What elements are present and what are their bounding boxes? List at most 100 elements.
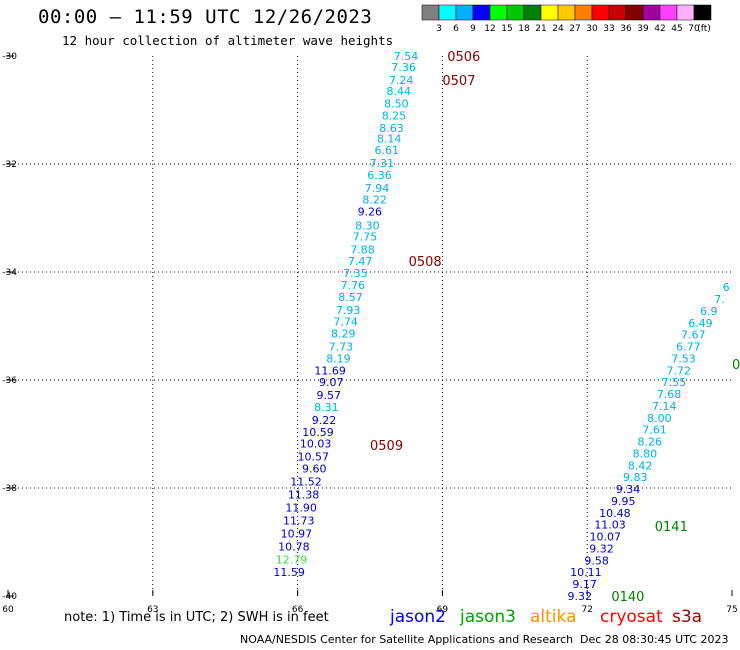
swh-value: 8.19 bbox=[326, 352, 351, 365]
swh-value: 8.30 bbox=[355, 220, 380, 233]
colorbar-swatch bbox=[693, 4, 712, 21]
lon-tick-label: 60 bbox=[2, 605, 14, 615]
colorbar-swatch bbox=[438, 4, 457, 21]
swh-value: 7.35 bbox=[343, 267, 368, 280]
time-label: 0509 bbox=[370, 439, 403, 454]
swh-value: 9.34 bbox=[616, 483, 641, 496]
swh-value: 9.58 bbox=[584, 554, 609, 567]
swh-value: 7.54 bbox=[394, 50, 419, 63]
swh-value: 7.61 bbox=[642, 424, 667, 437]
page-subtitle: 12 hour collection of altimeter wave hei… bbox=[62, 33, 394, 48]
swh-value: 6.61 bbox=[374, 144, 399, 157]
swh-value: 10.48 bbox=[599, 507, 631, 520]
colorbar-tick-label: 9 bbox=[470, 24, 476, 34]
colorbar-swatch bbox=[421, 4, 440, 21]
swh-value: 6 bbox=[723, 281, 730, 294]
colorbar-legend: 3 6 9 12 15 18 21 24 27 30 33 36 39 42 45 70(ft) bbox=[421, 4, 712, 34]
swh-value: 7.53 bbox=[671, 352, 696, 365]
colorbar-tick-label: 36 bbox=[620, 24, 632, 34]
swh-value: 9.17 bbox=[572, 578, 597, 591]
time-label: 0508 bbox=[409, 255, 442, 270]
lon-tick-label: 63 bbox=[147, 605, 158, 615]
colorbar-tick-label: 6 bbox=[453, 24, 459, 34]
footer-credit: NOAA/NESDIS Center for Satellite Applica… bbox=[240, 633, 574, 646]
swh-value: 10.59 bbox=[302, 426, 334, 439]
lat-tick-label: -36 bbox=[2, 376, 17, 386]
lon-tick-label: 75 bbox=[726, 605, 737, 615]
time-label: 0 bbox=[732, 358, 740, 373]
east-track: 9.329.1710.119.589.3210.0711.0310.489.95… bbox=[568, 281, 730, 603]
colorbar-swatch bbox=[625, 4, 644, 21]
colorbar-swatch bbox=[523, 4, 542, 21]
swh-value: 8.50 bbox=[384, 98, 409, 111]
swh-value: 9.83 bbox=[623, 471, 648, 484]
swh-value: 7.94 bbox=[365, 182, 390, 195]
lat-tick-label: -38 bbox=[2, 484, 17, 494]
swh-value: 9.60 bbox=[302, 463, 327, 476]
colorbar-swatch bbox=[642, 4, 661, 21]
swh-value: 10.11 bbox=[570, 566, 602, 579]
swh-value: 7.24 bbox=[389, 74, 414, 87]
colorbar-tick-label: 3 bbox=[436, 24, 442, 34]
lon-tick-label: 69 bbox=[437, 605, 449, 615]
satellite-cryosat: cryosat bbox=[600, 607, 663, 627]
colorbar-tick-label: 42 bbox=[654, 24, 665, 34]
swh-value: 7.47 bbox=[348, 255, 373, 268]
time-label: 0140 bbox=[611, 590, 644, 605]
colorbar-swatch bbox=[591, 4, 610, 21]
swh-value: 6.77 bbox=[676, 341, 701, 354]
swh-value: 11.52 bbox=[290, 476, 322, 489]
colorbar-swatch bbox=[506, 4, 525, 21]
swh-value: 8.00 bbox=[647, 412, 672, 425]
time-label: 0507 bbox=[442, 74, 475, 89]
swh-value: 12.79 bbox=[276, 553, 308, 566]
swh-value: 10.97 bbox=[281, 527, 313, 540]
time-labels: 0506 0507 0508 0509 0141 0140 0 bbox=[370, 50, 740, 605]
colorbar-tick-label: 70 bbox=[688, 24, 700, 34]
colorbar-tick-label: 15 bbox=[501, 24, 512, 34]
lon-tick-label: 66 bbox=[292, 605, 304, 615]
colorbar-swatch bbox=[574, 4, 593, 21]
colorbar-swatch bbox=[472, 4, 491, 21]
time-label: 0506 bbox=[447, 50, 480, 65]
footer-timestamp: Dec 28 08:30:45 UTC 2023 bbox=[580, 633, 729, 646]
swh-value: 11.38 bbox=[288, 488, 320, 501]
map-axis-labels: 60 63 66 69 72 75-30-32-34-36-38-40 bbox=[2, 52, 737, 615]
swh-value: 7.68 bbox=[657, 388, 682, 401]
swh-value: 7.31 bbox=[370, 157, 395, 170]
swh-value: 11.90 bbox=[285, 501, 317, 514]
map-grid bbox=[6, 55, 733, 597]
time-label: 0141 bbox=[655, 520, 688, 535]
lon-tick-label: 72 bbox=[581, 605, 592, 615]
colorbar-swatch bbox=[608, 4, 627, 21]
colorbar-tick-label: 45 bbox=[671, 24, 682, 34]
colorbar-swatch bbox=[489, 4, 508, 21]
colorbar-tick-label: 27 bbox=[569, 24, 580, 34]
swh-value: 7.36 bbox=[391, 61, 416, 74]
swh-value: 7.88 bbox=[350, 243, 375, 256]
colorbar-tick-label: 18 bbox=[518, 24, 530, 34]
swh-value: 9.07 bbox=[319, 376, 344, 389]
swh-value: 8.80 bbox=[633, 447, 658, 460]
satellite-jason2: jason2 bbox=[390, 607, 446, 627]
swh-value: 7.76 bbox=[341, 279, 366, 292]
swh-value: 9.32 bbox=[589, 542, 614, 555]
swh-value: 10.57 bbox=[297, 451, 329, 464]
swh-value: 11.59 bbox=[273, 566, 305, 579]
swh-value: 7.72 bbox=[666, 364, 691, 377]
colorbar-tick-label: 24 bbox=[552, 24, 564, 34]
colorbar-swatch bbox=[557, 4, 576, 21]
swh-value: 7.75 bbox=[353, 230, 378, 243]
swh-value: 9.95 bbox=[611, 495, 636, 508]
swh-value: 7.67 bbox=[681, 329, 706, 342]
swh-value: 7.14 bbox=[652, 400, 677, 413]
swh-value: 11.03 bbox=[594, 519, 626, 532]
swh-value: 8.29 bbox=[331, 328, 356, 341]
satellite-altika: altika bbox=[530, 607, 577, 627]
swh-value: 8.63 bbox=[379, 122, 404, 135]
colorbar-swatch bbox=[540, 4, 559, 21]
swh-value: 10.78 bbox=[278, 540, 310, 553]
swh-value: 8.26 bbox=[638, 436, 663, 449]
lat-tick-label: -34 bbox=[2, 268, 17, 278]
swh-value: 8.14 bbox=[377, 133, 402, 146]
